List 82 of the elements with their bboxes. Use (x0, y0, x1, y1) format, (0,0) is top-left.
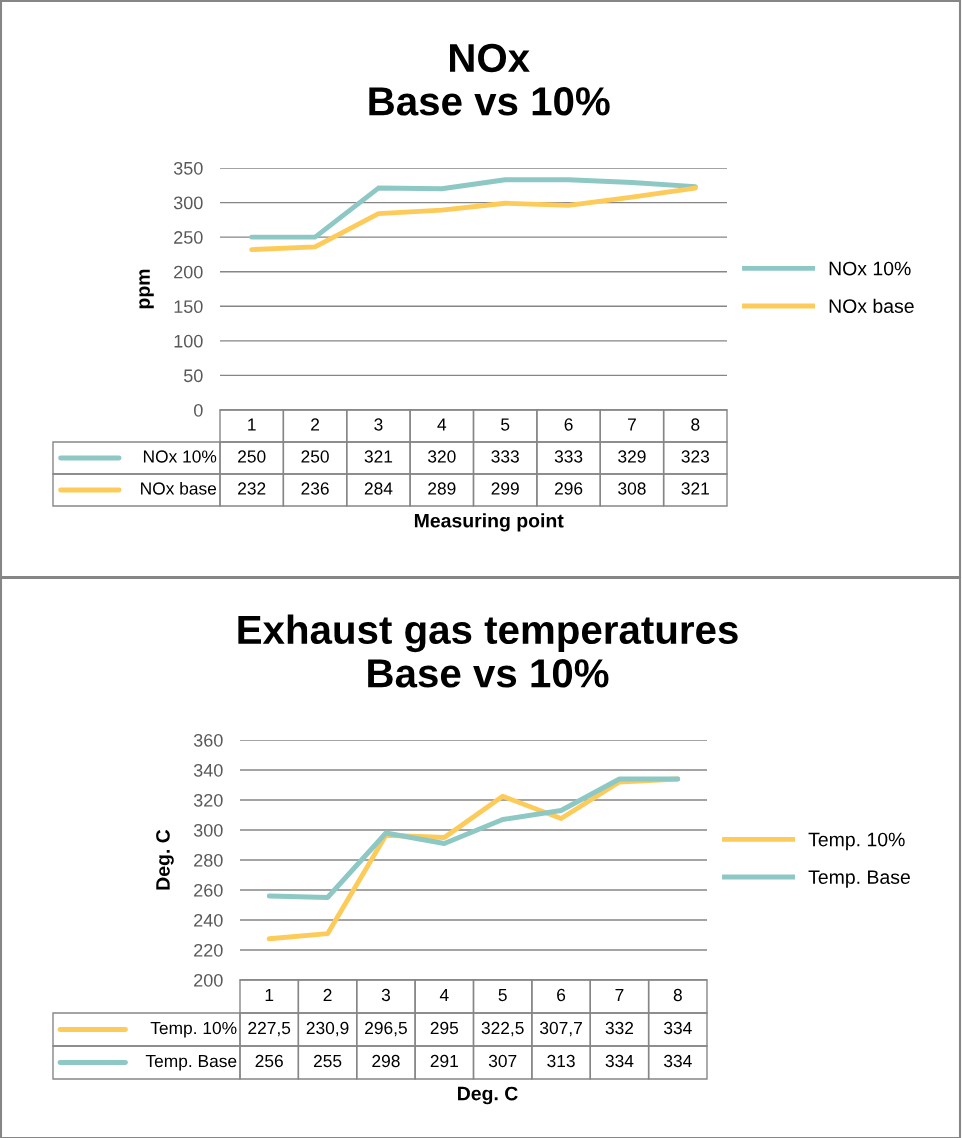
data-label: 284 (364, 482, 393, 495)
data-label: 332 (605, 1021, 634, 1035)
y-tick-label: 200 (194, 973, 223, 987)
data-label: 333 (491, 450, 519, 463)
y-tick-label: 360 (193, 733, 223, 747)
data-label: 334 (663, 1054, 692, 1068)
x-tick-label: 1 (248, 418, 256, 431)
y-tick-label: 100 (174, 334, 203, 348)
data-label: 307 (488, 1054, 517, 1068)
data-label: 295 (430, 1021, 459, 1035)
data-label: 320 (427, 450, 456, 463)
x-tick-label: 4 (439, 989, 449, 1001)
x-tick-label: 3 (381, 988, 390, 1002)
x-tick-label: 2 (311, 418, 320, 431)
data-label: 323 (681, 450, 710, 463)
x-tick-label: 2 (323, 988, 332, 1001)
y-tick-label: 280 (194, 853, 223, 867)
data-label: 232 (238, 482, 266, 495)
chart-title: Exhaust gas temperatures Base vs 10% (238, 614, 738, 688)
data-label: 333 (554, 450, 583, 463)
data-label: 307,7 (540, 1021, 582, 1037)
x-axis-title: Measuring point (414, 513, 564, 532)
y-tick-label: 260 (194, 883, 223, 897)
legend-label: Temp. Base (808, 870, 910, 888)
text: Temp. 10% (808, 832, 905, 851)
data-label: 298 (372, 1054, 400, 1068)
line-series (249, 177, 698, 240)
y-tick-label: 320 (193, 793, 223, 807)
chart-title: NOx Base vs 10% (369, 43, 610, 116)
data-label: 256 (255, 1054, 283, 1068)
data-label: 255 (313, 1054, 342, 1068)
x-tick-label: 6 (557, 988, 566, 1002)
data-label: 313 (547, 1054, 575, 1068)
y-tick-label: 350 (173, 161, 203, 175)
y-axis-title: ppm (139, 269, 154, 309)
data-label: 289 (428, 482, 456, 495)
y-axis-title: Deg. C (156, 829, 174, 890)
data-label: 291 (430, 1054, 458, 1068)
y-tick-label: 50 (183, 369, 203, 383)
y-tick-label: 300 (173, 196, 203, 210)
y-tick-label: 300 (193, 823, 223, 837)
data-label: 299 (491, 482, 519, 495)
x-tick-label: 7 (628, 418, 636, 431)
data-label: 329 (618, 450, 646, 463)
text: Temp. Base (145, 1055, 237, 1071)
data-label: 334 (605, 1054, 634, 1068)
data-label: 322,5 (481, 1021, 524, 1037)
x-tick-label: 4 (437, 418, 447, 431)
y-tick-label: 240 (194, 913, 223, 927)
data-label: 250 (301, 450, 329, 463)
data-label: 334 (663, 1021, 692, 1035)
data-label: 321 (364, 450, 393, 463)
data-label: 227,5 (248, 1021, 291, 1037)
x-tick-label: 8 (691, 418, 700, 431)
y-tick-label: 340 (193, 763, 223, 777)
data-label: 250 (238, 450, 266, 463)
x-tick-label: 5 (501, 418, 510, 431)
text: NOx base (141, 481, 217, 495)
data-label: 230,9 (306, 1021, 349, 1037)
x-tick-label: 5 (498, 989, 507, 1002)
x-tick-label: 3 (374, 418, 383, 431)
data-label: 296 (554, 482, 583, 495)
data-label: 321 (681, 482, 709, 495)
legend-label: NOx 10% (829, 261, 911, 276)
x-tick-label: 6 (564, 418, 573, 431)
legend-label: Temp. 10% (150, 1021, 237, 1038)
y-tick-label: 0 (194, 403, 203, 417)
line-series (249, 185, 698, 253)
data-label: 308 (618, 482, 646, 495)
data-label: 236 (301, 482, 329, 495)
line-series (266, 776, 681, 900)
y-tick-label: 220 (194, 943, 223, 957)
x-tick-label: 7 (615, 989, 624, 1001)
x-axis-title: Deg. C (458, 1086, 518, 1105)
data-label: 296,5 (365, 1021, 407, 1037)
x-tick-label: 8 (673, 988, 682, 1002)
y-tick-label: 250 (174, 231, 203, 244)
legend-label: NOx base (829, 298, 914, 313)
x-tick-label: 1 (265, 989, 274, 1001)
text: NOx 10% (143, 450, 217, 463)
y-tick-label: 200 (174, 265, 203, 279)
y-tick-label: 150 (174, 300, 203, 314)
